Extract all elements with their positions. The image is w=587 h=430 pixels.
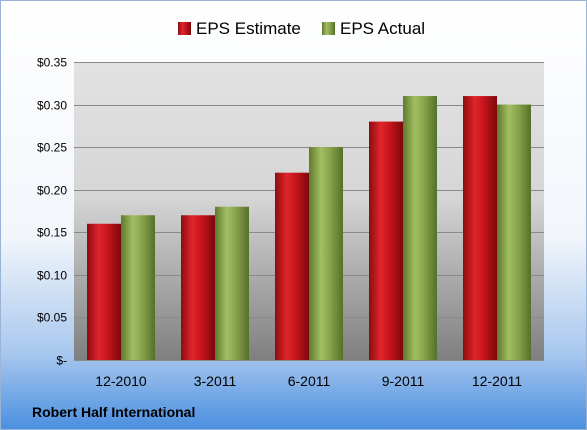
bar-eps-actual bbox=[403, 96, 437, 361]
x-tick-label: 12-2010 bbox=[95, 373, 147, 389]
legend-swatch-estimate bbox=[178, 22, 191, 35]
x-tick-label: 9-2011 bbox=[382, 373, 425, 389]
company-name: Robert Half International bbox=[32, 404, 195, 420]
y-axis: $- $0.05 $0.10 $0.15 $0.20 $0.25 $0.30 $0.35 bbox=[37, 56, 67, 368]
bar-eps-estimate bbox=[87, 223, 121, 360]
x-tick-label: 3-2011 bbox=[194, 373, 237, 389]
y-tick-label: $- bbox=[56, 354, 67, 368]
y-tick-label: $0.20 bbox=[37, 184, 67, 198]
y-tick-label: $0.10 bbox=[37, 269, 67, 283]
legend: EPS Estimate EPS Actual bbox=[178, 19, 425, 38]
legend-label-actual: EPS Actual bbox=[340, 19, 425, 38]
bars bbox=[87, 96, 531, 361]
bar-eps-actual bbox=[121, 215, 155, 360]
bar-eps-estimate bbox=[463, 96, 497, 361]
x-tick-label: 12-2011 bbox=[472, 373, 523, 389]
y-tick-label: $0.15 bbox=[37, 226, 67, 240]
y-tick-label: $0.05 bbox=[37, 311, 67, 325]
x-axis: 12-2010 3-2011 6-2011 9-2011 12-2011 bbox=[95, 373, 522, 389]
bar-eps-actual bbox=[215, 206, 249, 360]
bar-eps-estimate bbox=[369, 121, 403, 360]
x-tick-label: 6-2011 bbox=[288, 373, 331, 389]
bar-eps-estimate bbox=[181, 215, 215, 360]
legend-swatch-actual bbox=[322, 22, 335, 35]
y-tick-label: $0.25 bbox=[37, 141, 67, 155]
y-tick-label: $0.30 bbox=[37, 99, 67, 113]
bar-eps-actual bbox=[497, 104, 531, 360]
y-tick-label: $0.35 bbox=[37, 56, 67, 70]
bar-eps-actual bbox=[309, 147, 343, 360]
bar-eps-estimate bbox=[275, 172, 309, 360]
legend-label-estimate: EPS Estimate bbox=[196, 19, 301, 38]
